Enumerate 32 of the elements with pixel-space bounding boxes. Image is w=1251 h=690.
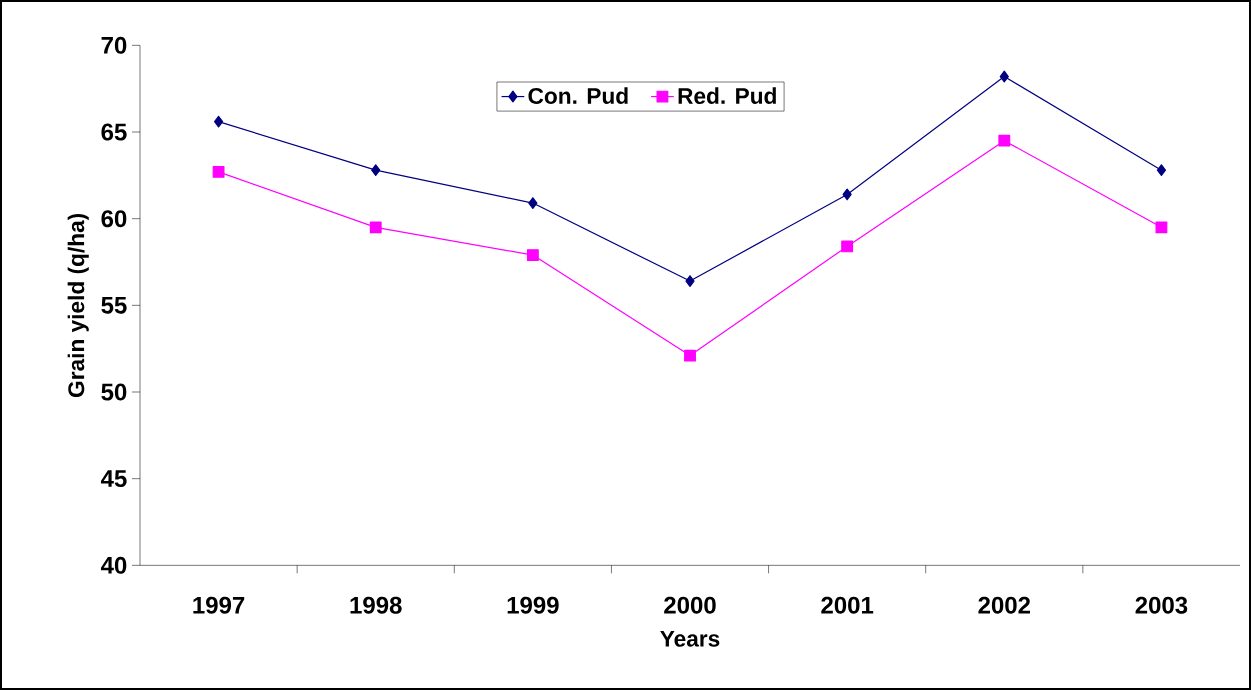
y-tick-label: 65 — [101, 123, 127, 141]
point — [528, 197, 538, 210]
y-tick-label: 70 — [101, 36, 127, 54]
y-tick-label: 40 — [100, 556, 127, 574]
point — [369, 221, 382, 234]
x-tick-label: 1997 — [193, 596, 245, 614]
point — [998, 134, 1011, 147]
point — [213, 115, 224, 128]
point — [685, 275, 695, 288]
y-tick-label: 55 — [101, 296, 127, 314]
point — [842, 188, 852, 201]
point — [526, 249, 539, 262]
point — [371, 164, 381, 177]
point — [999, 70, 1009, 83]
point — [212, 165, 225, 178]
x-tick-label: 2003 — [1135, 596, 1188, 614]
legend-label: Con. Pud — [528, 87, 628, 104]
x-tick-label: 1999 — [507, 596, 559, 614]
point — [684, 349, 696, 362]
point — [841, 240, 854, 253]
x-axis-title: Years — [660, 630, 720, 647]
x-tick-label: 1998 — [350, 596, 402, 614]
legend-label: Red. Pud — [678, 87, 776, 104]
x-tick-label: 2002 — [978, 596, 1030, 614]
y-tick-label: 50 — [101, 383, 127, 401]
y-axis-title: Grain yield (q/ha) — [67, 213, 89, 397]
y-tick-label: 45 — [100, 470, 127, 488]
x-tick-label: 2000 — [664, 596, 716, 614]
point — [1156, 164, 1167, 177]
point — [1155, 221, 1168, 234]
x-tick-label: 2001 — [821, 596, 874, 614]
y-tick-label: 60 — [101, 210, 127, 228]
